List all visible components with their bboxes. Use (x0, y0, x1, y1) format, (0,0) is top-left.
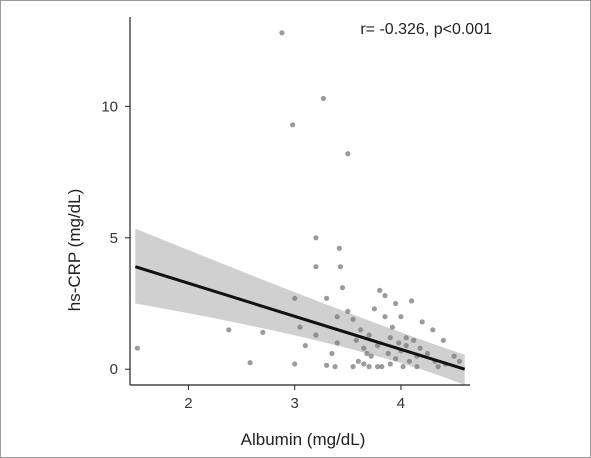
data-point (355, 358, 361, 364)
data-point (345, 308, 351, 314)
x-tick-label: 4 (397, 395, 405, 412)
data-point (324, 295, 330, 301)
data-point (226, 327, 232, 333)
data-point (134, 345, 140, 351)
regression-line (134, 265, 466, 371)
data-point (382, 314, 388, 320)
data-point (398, 314, 404, 320)
data-point (411, 337, 417, 343)
data-point (396, 340, 402, 346)
data-point (337, 264, 343, 270)
data-point (313, 235, 319, 241)
data-point (382, 293, 388, 299)
data-point (302, 343, 308, 349)
x-axis-title: Albumin (mg/dL) (241, 430, 366, 449)
data-point (260, 329, 266, 335)
data-point (350, 364, 356, 370)
data-point (409, 298, 415, 304)
x-tick-label: 2 (184, 395, 192, 412)
data-point (387, 335, 393, 341)
data-point (393, 300, 399, 307)
data-point (358, 327, 364, 333)
data-point (361, 361, 367, 367)
data-point (406, 358, 412, 364)
data-point (366, 364, 372, 370)
data-point (368, 353, 374, 359)
data-point (290, 122, 296, 128)
data-point (329, 350, 335, 357)
data-point (375, 343, 381, 349)
y-tick-label: 0 (110, 361, 118, 378)
data-point (292, 295, 298, 301)
data-point (417, 345, 423, 351)
data-point (387, 361, 393, 367)
data-point (353, 337, 359, 343)
points-layer (134, 30, 462, 370)
data-point (375, 364, 381, 370)
data-point (385, 350, 391, 357)
y-tick-label: 5 (110, 230, 118, 247)
data-point (424, 350, 431, 357)
data-point (435, 364, 441, 370)
data-point (366, 332, 372, 338)
data-point (393, 356, 399, 362)
correlation-annotation: r= -0.326, p<0.001 (360, 21, 492, 38)
data-point (419, 319, 425, 325)
data-point (345, 151, 351, 157)
axes-layer: 2 3 4 0 5 10 (101, 17, 470, 412)
data-point (313, 264, 319, 270)
data-point (430, 327, 436, 333)
data-point (389, 324, 395, 330)
data-point (403, 335, 409, 341)
data-point (324, 362, 330, 368)
y-axis-title: hs-CRP (mg/dL) (65, 189, 84, 312)
data-point (334, 314, 340, 320)
confidence-band-layer (135, 228, 465, 385)
data-point (414, 364, 420, 370)
data-point (336, 245, 342, 251)
data-point (313, 332, 319, 338)
data-point (339, 285, 346, 291)
x-tick-label: 3 (291, 395, 299, 412)
data-point (334, 340, 340, 346)
data-point (247, 360, 253, 366)
data-point (292, 361, 298, 367)
regression-line-layer (134, 265, 466, 371)
confidence-band (135, 228, 465, 385)
data-point (320, 95, 326, 102)
data-point (379, 364, 385, 370)
data-point (371, 306, 377, 312)
data-point (456, 358, 462, 364)
data-point (377, 287, 383, 293)
data-point (440, 337, 446, 343)
data-point (279, 30, 285, 36)
data-point (297, 324, 303, 330)
data-point (400, 364, 406, 370)
y-tick-label: 10 (101, 98, 118, 115)
data-point (361, 345, 367, 351)
data-point (332, 364, 338, 370)
data-point (364, 350, 370, 357)
data-point (350, 316, 356, 322)
data-point (403, 343, 409, 349)
data-point (451, 353, 457, 359)
